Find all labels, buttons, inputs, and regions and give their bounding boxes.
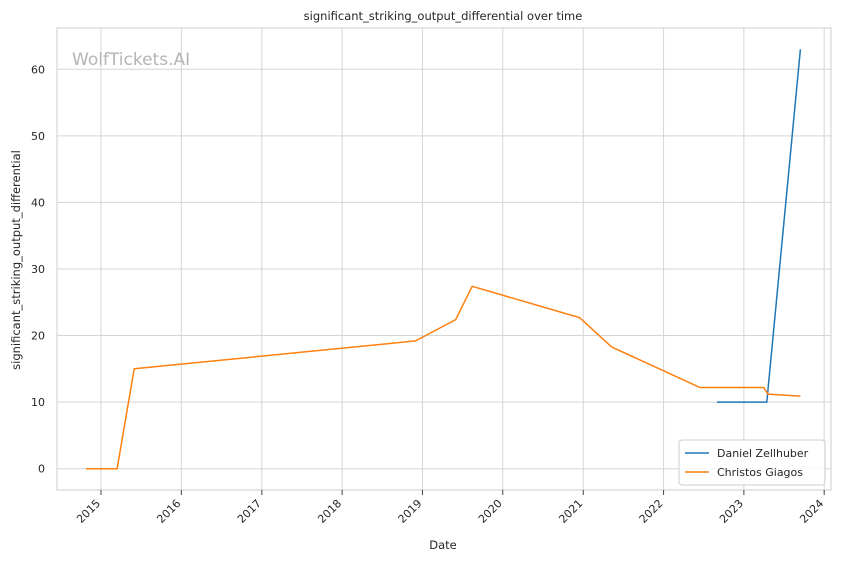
x-tick-label: 2015 [74,497,103,526]
x-tick-label: 2023 [717,497,746,526]
legend-label-christos-giagos: Christos Giagos [717,466,803,479]
x-tick-label: 2022 [637,497,666,526]
y-axis-label: significant_striking_output_differential [9,150,23,370]
plot-area-frame [56,27,832,491]
y-tick-label: 50 [31,130,45,143]
x-axis-label: Date [429,538,457,552]
y-axis-ticks: 0 10 20 30 40 50 60 [31,63,45,475]
x-tick-label: 2020 [476,497,505,526]
watermark-text: WolfTickets.AI [72,50,190,70]
legend-label-daniel-zellhuber: Daniel Zellhuber [717,447,809,460]
y-tick-label: 30 [31,263,45,276]
legend-box [678,439,826,486]
series-line-christos-giagos [86,285,801,470]
series-line-daniel-zellhuber [717,49,802,403]
y-tick-label: 40 [31,196,45,209]
x-tick-label: 2018 [315,497,344,526]
legend: Daniel Zellhuber Christos Giagos [678,439,826,486]
y-tick-label: 10 [31,396,45,409]
x-tick-label: 2024 [797,497,826,526]
x-tick-label: 2017 [235,497,264,526]
x-tick-label: 2016 [154,497,183,526]
x-tick-label: 2021 [556,497,585,526]
y-tick-label: 60 [31,63,45,76]
grid [57,28,831,490]
series-lines [86,49,802,470]
x-tick-label: 2019 [396,497,425,526]
chart-title: significant_striking_output_differential… [304,9,583,23]
y-tick-label: 20 [31,330,45,343]
x-axis-ticks: 2015 2016 2017 2018 2019 2020 2021 2022 2023 2024 [74,490,826,526]
y-tick-label: 0 [38,463,45,476]
